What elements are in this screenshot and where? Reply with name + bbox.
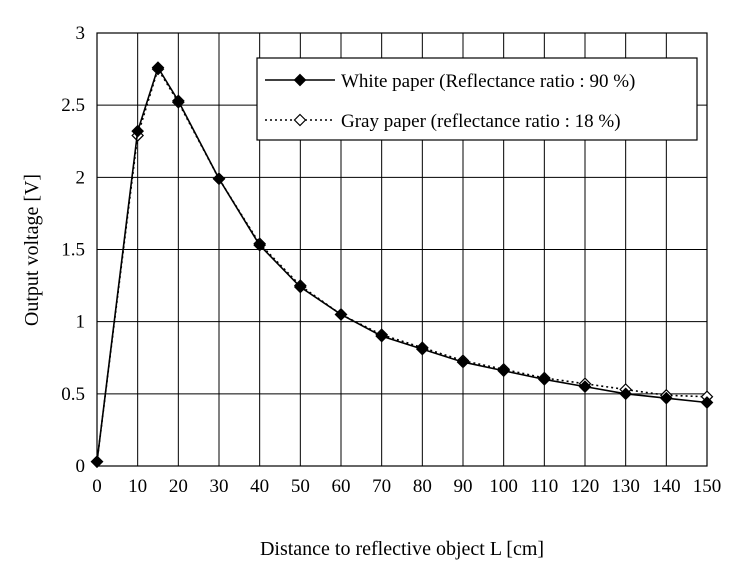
x-tick-label: 120 (571, 476, 600, 497)
y-tick-label: 2 (76, 167, 86, 188)
y-tick-label: 1 (76, 312, 86, 333)
y-tick-label: 0 (76, 456, 86, 477)
series-layer (90, 61, 714, 469)
data-point-white (415, 342, 429, 356)
legend-item: White paper (Reflectance ratio : 90 %) (265, 71, 635, 92)
legend-marker (293, 113, 307, 127)
data-point-white (456, 355, 470, 369)
data-point-white (700, 396, 714, 409)
x-tick-label: 30 (210, 476, 229, 497)
y-axis-title: Output voltage [V] (21, 174, 43, 326)
x-tick-label: 90 (454, 476, 473, 497)
x-tick-label: 100 (489, 476, 518, 497)
legend-marker (293, 73, 307, 87)
x-tick-label: 70 (372, 476, 391, 497)
legend-label: White paper (Reflectance ratio : 90 %) (341, 71, 635, 92)
data-point-white (619, 387, 633, 401)
x-tick-label: 40 (250, 476, 269, 497)
x-tick-label: 20 (169, 476, 188, 497)
data-point-white (212, 172, 226, 186)
tick-labels: 0 10 20 30 40 50 60 70 80 90 100 110 120 130 140 150 0 0.… (61, 23, 721, 497)
data-point-white (253, 238, 267, 252)
data-point-white (497, 364, 511, 378)
x-tick-label: 110 (530, 476, 558, 497)
x-tick-label: 60 (332, 476, 351, 497)
data-point-white (90, 455, 104, 469)
series-white-paper (90, 61, 714, 469)
plot-frame (96, 32, 708, 467)
legend-box (256, 57, 698, 141)
x-axis-title: Distance to reflective object L [cm] (260, 538, 544, 560)
x-tick-label: 130 (611, 476, 640, 497)
x-tick-label: 50 (291, 476, 310, 497)
legend-label: Gray paper (reflectance ratio : 18 %) (341, 111, 621, 132)
x-tick-label: 0 (92, 476, 102, 497)
x-tick-label: 140 (652, 476, 681, 497)
x-tick-label: 10 (128, 476, 147, 497)
x-tick-label: 80 (413, 476, 432, 497)
data-point-white (375, 329, 389, 343)
legend-item: Gray paper (reflectance ratio : 18 %) (265, 111, 621, 132)
data-point-white (537, 373, 551, 386)
data-point-white (659, 391, 673, 405)
x-tick-label: 150 (693, 476, 722, 497)
y-tick-label: 2.5 (61, 95, 85, 116)
data-point-white (131, 124, 145, 138)
data-point-white (171, 94, 185, 108)
data-point-white (578, 380, 592, 393)
data-point-white (293, 280, 307, 294)
y-tick-label: 1.5 (61, 240, 85, 261)
y-tick-label: 0.5 (61, 384, 85, 405)
data-point-white (334, 308, 348, 321)
y-tick-label: 3 (76, 23, 86, 44)
legend: White paper (Reflectance ratio : 90 %) Gr… (256, 57, 698, 141)
data-point-white (151, 61, 165, 74)
